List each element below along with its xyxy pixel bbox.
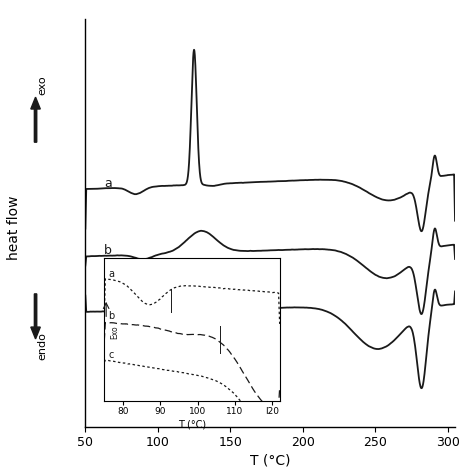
Text: b: b xyxy=(104,245,112,257)
Text: exo: exo xyxy=(37,75,48,95)
Text: endo: endo xyxy=(37,332,48,360)
Text: c: c xyxy=(104,300,111,313)
Text: heat flow: heat flow xyxy=(7,195,21,260)
Text: Exo: Exo xyxy=(110,325,119,338)
Text: c: c xyxy=(108,350,113,360)
X-axis label: T (°C): T (°C) xyxy=(250,454,291,467)
Text: a: a xyxy=(108,269,114,279)
Text: a: a xyxy=(104,177,112,190)
Text: b: b xyxy=(108,311,114,321)
X-axis label: T (°C): T (°C) xyxy=(178,419,206,429)
